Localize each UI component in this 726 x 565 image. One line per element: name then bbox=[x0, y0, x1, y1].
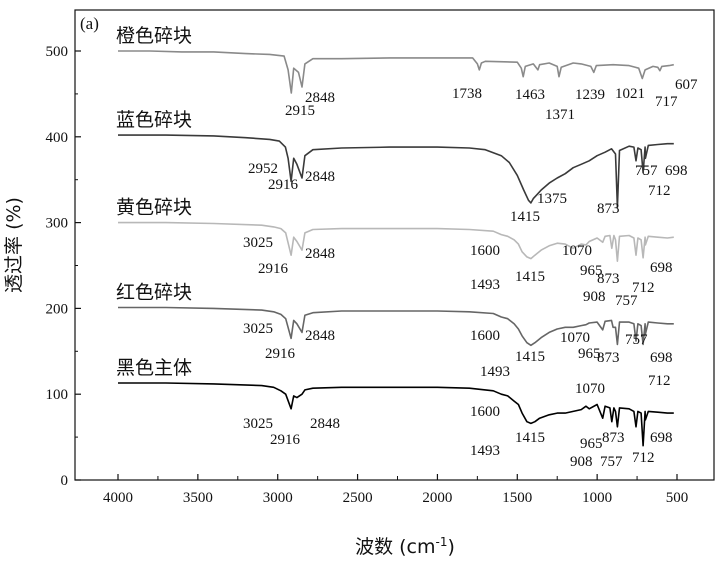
peak-label: 1738 bbox=[452, 86, 482, 102]
peak-label: 712 bbox=[632, 450, 655, 466]
peak-label: 1070 bbox=[562, 243, 592, 259]
peak-label: 1600 bbox=[470, 404, 500, 420]
peak-label: 1493 bbox=[470, 277, 500, 293]
peak-label: 908 bbox=[583, 289, 606, 305]
peak-label: 757 bbox=[625, 332, 648, 348]
peak-label: 2952 bbox=[248, 161, 278, 177]
x-axis-title-tail: ) bbox=[447, 536, 454, 558]
peak-label: 908 bbox=[570, 454, 593, 470]
peak-label: 2848 bbox=[310, 416, 340, 432]
peak-label: 1371 bbox=[545, 107, 575, 123]
peak-label: 1415 bbox=[515, 430, 545, 446]
peak-label: 965 bbox=[578, 346, 601, 362]
peak-label: 1415 bbox=[515, 269, 545, 285]
peak-label: 1070 bbox=[560, 330, 590, 346]
x-tick-label: 1000 bbox=[582, 490, 612, 506]
peak-label: 1021 bbox=[615, 86, 645, 102]
series-line bbox=[118, 134, 674, 208]
x-tick-label: 4000 bbox=[103, 490, 133, 506]
peak-label: 3025 bbox=[243, 235, 273, 251]
x-tick-label: 500 bbox=[666, 490, 689, 506]
peak-label: 3025 bbox=[243, 321, 273, 337]
peak-label: 607 bbox=[675, 77, 698, 93]
peak-label: 873 bbox=[597, 271, 620, 287]
peak-label: 717 bbox=[655, 94, 678, 110]
peak-label: 873 bbox=[597, 201, 620, 217]
peak-label: 873 bbox=[597, 350, 620, 366]
peak-label: 3025 bbox=[243, 416, 273, 432]
panel-label: (a) bbox=[80, 14, 99, 33]
series-line bbox=[118, 50, 674, 94]
peak-label: 2848 bbox=[305, 328, 335, 344]
peak-label: 1239 bbox=[575, 87, 605, 103]
peak-label: 698 bbox=[665, 163, 688, 179]
peak-label: 1600 bbox=[470, 243, 500, 259]
x-axis-title-sup: -1 bbox=[436, 535, 448, 549]
peak-label: 1493 bbox=[480, 364, 510, 380]
x-axis-ticks: 4000 3500 3000 2500 2000 1500 1000 500 bbox=[103, 474, 688, 506]
x-tick-label: 1500 bbox=[502, 490, 532, 506]
x-tick-label: 2500 bbox=[343, 490, 373, 506]
peak-label: 965 bbox=[580, 436, 603, 452]
series-name-label: 橙色碎块 bbox=[116, 25, 192, 47]
peak-label: 1415 bbox=[510, 209, 540, 225]
series-line bbox=[118, 221, 674, 262]
y-tick-label: 300 bbox=[46, 216, 69, 232]
series-name-label: 蓝色碎块 bbox=[116, 109, 192, 131]
peak-label: 2916 bbox=[268, 177, 299, 193]
peak-label: 757 bbox=[615, 293, 638, 309]
peak-label: 1375 bbox=[537, 191, 567, 207]
y-axis-ticks: 0 100 200 300 400 500 bbox=[46, 44, 81, 489]
peak-label: 757 bbox=[600, 454, 623, 470]
x-tick-label: 3000 bbox=[263, 490, 293, 506]
plot-frame bbox=[74, 9, 715, 481]
peak-label: 712 bbox=[632, 280, 655, 296]
peak-label: 873 bbox=[602, 430, 625, 446]
peak-label: 2916 bbox=[258, 261, 289, 277]
x-tick-label: 2000 bbox=[422, 490, 452, 506]
peak-label: 1463 bbox=[515, 87, 545, 103]
y-tick-label: 200 bbox=[46, 301, 69, 317]
x-axis-title-main: 波数 (cm bbox=[355, 536, 435, 558]
series-name-label: 黄色碎块 bbox=[116, 197, 192, 219]
peak-label: 757 bbox=[635, 163, 658, 179]
x-axis-title: 波数 (cm-1) bbox=[355, 535, 455, 558]
y-tick-label: 100 bbox=[46, 387, 69, 403]
peak-label: 698 bbox=[650, 260, 673, 276]
y-tick-label: 400 bbox=[46, 130, 69, 146]
series-layer bbox=[118, 50, 674, 447]
series-name-label: 黑色主体 bbox=[116, 357, 192, 379]
x-tick-label: 3500 bbox=[183, 490, 213, 506]
y-tick-label: 500 bbox=[46, 44, 69, 60]
peak-label: 698 bbox=[650, 350, 673, 366]
peak-label: 1493 bbox=[470, 443, 500, 459]
peak-label: 1070 bbox=[575, 381, 605, 397]
y-tick-label: 0 bbox=[61, 473, 69, 489]
peak-label: 2848 bbox=[305, 246, 335, 262]
peak-label: 965 bbox=[580, 263, 603, 279]
peak-label: 712 bbox=[648, 373, 671, 389]
peak-label: 2848 bbox=[305, 169, 335, 185]
peak-label: 2916 bbox=[265, 346, 296, 362]
series-line bbox=[118, 306, 674, 347]
peak-label: 1600 bbox=[470, 328, 500, 344]
y-axis-title: 透过率 (%) bbox=[3, 197, 25, 293]
peak-label: 2848 bbox=[305, 90, 335, 106]
peak-label: 712 bbox=[648, 183, 671, 199]
peak-label: 2915 bbox=[285, 103, 315, 119]
peak-label: 698 bbox=[650, 430, 673, 446]
series-line bbox=[118, 382, 674, 447]
peak-label: 1415 bbox=[515, 349, 545, 365]
peak-label: 2916 bbox=[270, 432, 301, 448]
series-name-label: 红色碎块 bbox=[116, 282, 192, 304]
